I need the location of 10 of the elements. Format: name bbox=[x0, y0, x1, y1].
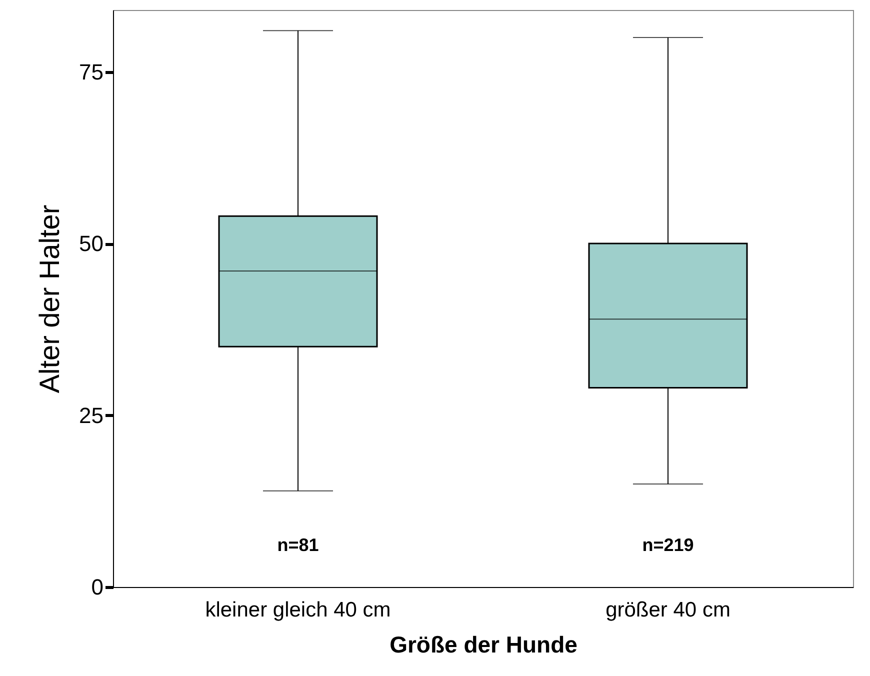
y-tick-label: 50 bbox=[79, 231, 104, 256]
y-tick-label: 75 bbox=[79, 59, 104, 84]
annotation: n=219 bbox=[642, 535, 694, 555]
x-tick-label: größer 40 cm bbox=[606, 598, 730, 622]
x-axis-title: Größe der Hunde bbox=[390, 632, 578, 658]
annotation: n=81 bbox=[277, 535, 319, 555]
y-axis-title: Alter der Halter bbox=[34, 204, 66, 394]
x-tick-label: kleiner gleich 40 cm bbox=[205, 598, 391, 622]
y-tick-label: 25 bbox=[79, 402, 104, 428]
y-tick-label: 0 bbox=[91, 574, 104, 600]
